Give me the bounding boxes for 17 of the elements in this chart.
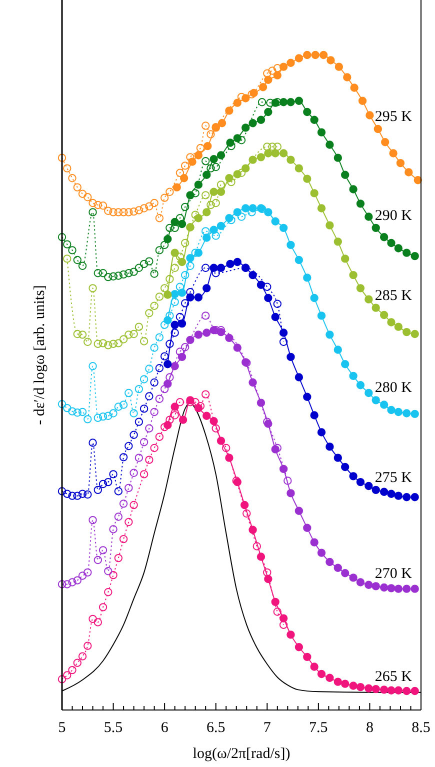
series-label: 280 K <box>374 380 412 396</box>
x-tick-label: 8.5 <box>412 720 430 736</box>
series-label: 275 K <box>374 470 412 486</box>
series-label: 295 K <box>374 109 412 126</box>
x-axis-title: log(ω/2π[rad/s]) <box>192 746 290 762</box>
series-label: 270 K <box>374 566 412 582</box>
x-tick-label: 7 <box>263 720 272 736</box>
y-axis-title: - dε′/d logω [arb. units] <box>32 285 48 425</box>
series-label: 285 K <box>374 288 412 304</box>
x-tick-label: 6 <box>160 720 169 736</box>
series-label: 290 K <box>374 208 412 224</box>
series-label: 265 K <box>374 669 412 686</box>
x-tick-label: 8 <box>366 720 374 736</box>
x-tick-label: 5.5 <box>104 720 123 736</box>
x-tick-label: 6.5 <box>206 720 226 736</box>
x-tick-label: 5 <box>58 720 66 736</box>
x-tick-label: 7.5 <box>309 720 328 736</box>
